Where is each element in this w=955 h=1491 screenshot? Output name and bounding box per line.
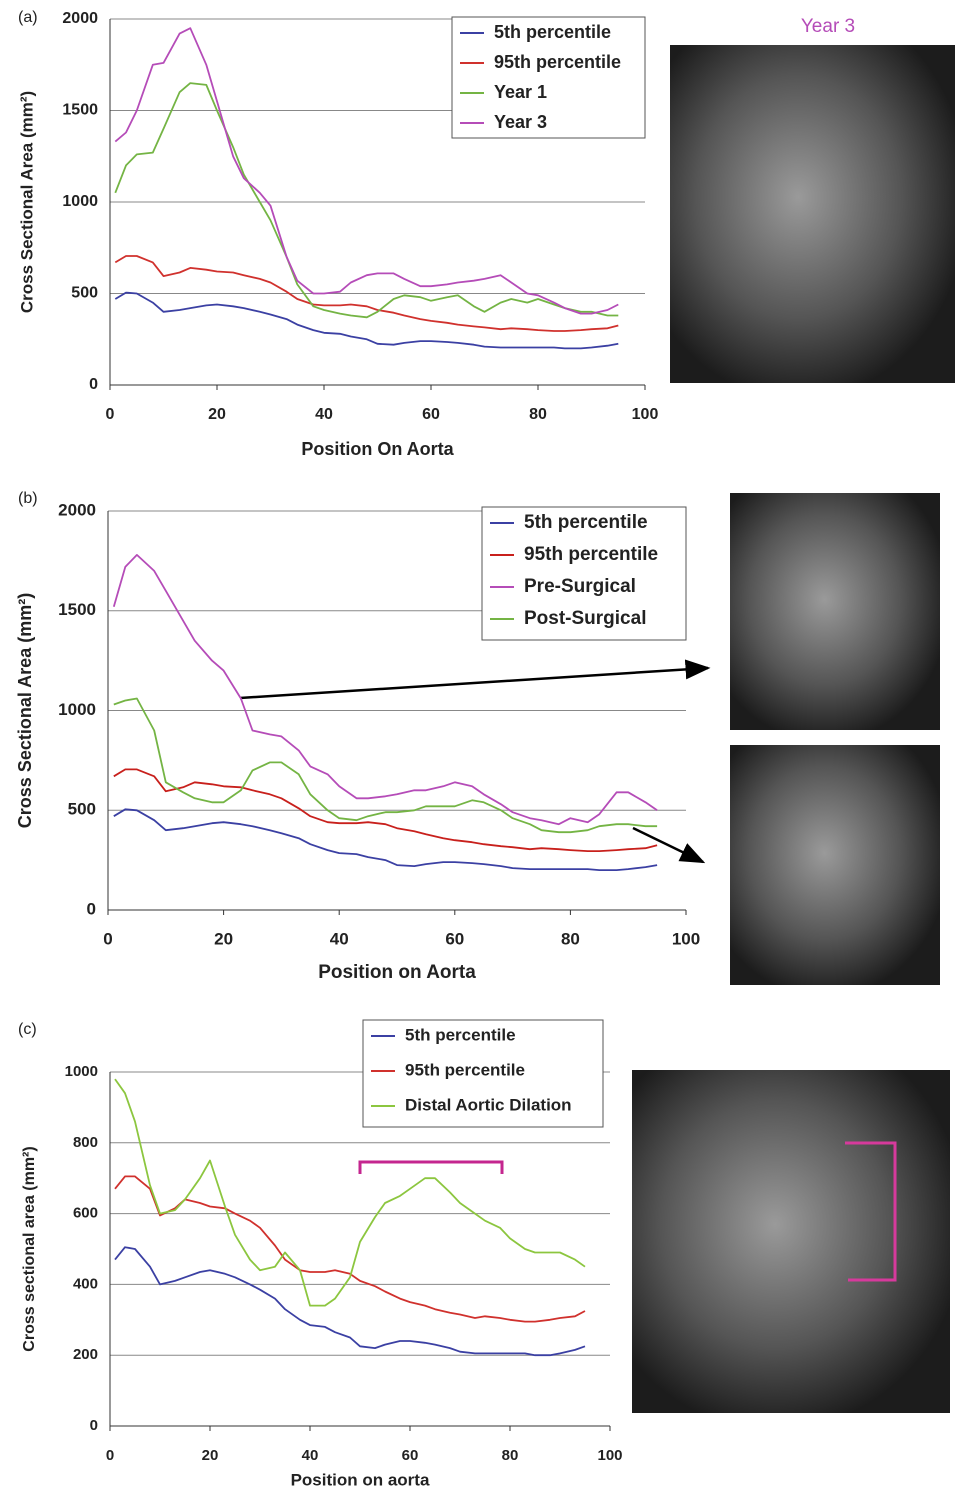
x-tick-label: 100	[597, 1447, 622, 1464]
series-line	[112, 554, 658, 826]
series-line	[114, 1175, 586, 1323]
y-tick-label: 1000	[65, 1063, 98, 1080]
x-tick-label: 60	[422, 406, 440, 423]
y-tick-label: 200	[73, 1346, 98, 1363]
legend-label: Year 3	[494, 112, 547, 132]
series-line	[114, 82, 619, 319]
series-line	[113, 808, 658, 871]
legend-label: 5th percentile	[524, 512, 648, 533]
x-tick-label: 20	[208, 406, 226, 423]
x-tick-label: 40	[315, 406, 333, 423]
y-tick-label: 0	[90, 1417, 98, 1434]
series-line	[113, 697, 658, 834]
mri-image	[632, 1070, 950, 1413]
legend-label: 5th percentile	[405, 1025, 516, 1044]
legend-box	[362, 1019, 604, 1128]
legend-label: 95th percentile	[494, 52, 621, 72]
bracket	[845, 1141, 897, 1282]
x-tick-label: 20	[202, 1447, 219, 1464]
x-tick-label: 100	[672, 929, 700, 948]
x-tick-label: 80	[529, 406, 547, 423]
arrow	[632, 826, 706, 864]
legend-label: Post-Surgical	[524, 608, 646, 629]
mri-image	[730, 745, 940, 985]
y-tick-label: 2000	[62, 10, 98, 27]
y-tick-label: 2000	[58, 500, 96, 519]
y-tick-label: 0	[89, 376, 98, 393]
series-line	[114, 255, 619, 332]
series-line	[114, 27, 619, 315]
y-axis-label: Cross Sectional Area (mm²)	[15, 593, 35, 828]
mri-image	[730, 493, 940, 730]
series-line	[114, 1246, 586, 1357]
panel-label: (b)	[18, 490, 38, 507]
legend-label: Distal Aortic Dilation	[405, 1095, 572, 1114]
panel-label: (a)	[18, 9, 38, 26]
y-axis-label: Cross Sectional Area (mm²)	[17, 91, 36, 313]
series-line	[113, 768, 658, 852]
x-tick-label: 100	[632, 406, 659, 423]
x-tick-label: 0	[106, 406, 115, 423]
x-tick-label: 20	[214, 929, 233, 948]
y-tick-label: 1500	[58, 600, 96, 619]
y-tick-label: 1500	[62, 102, 98, 119]
y-tick-label: 1000	[62, 193, 98, 210]
legend-label: Pre-Surgical	[524, 576, 636, 597]
y-tick-label: 400	[73, 1275, 98, 1292]
series-line	[114, 291, 619, 350]
y-tick-label: 600	[73, 1205, 98, 1222]
y-tick-label: 800	[73, 1134, 98, 1151]
legend-box	[451, 16, 646, 139]
series-line	[114, 1078, 586, 1307]
x-axis-label: Position on aorta	[291, 1470, 430, 1489]
panel-label: (c)	[18, 1021, 37, 1038]
legend-label: 95th percentile	[524, 544, 658, 565]
x-tick-label: 60	[402, 1447, 419, 1464]
x-tick-label: 40	[330, 929, 349, 948]
y-tick-label: 0	[87, 899, 96, 918]
legend-box	[481, 506, 687, 641]
mri-image	[670, 45, 955, 383]
x-tick-label: 80	[561, 929, 580, 948]
image-label: Year 3	[801, 16, 855, 37]
x-tick-label: 0	[103, 929, 112, 948]
x-tick-label: 60	[445, 929, 464, 948]
y-tick-label: 1000	[58, 700, 96, 719]
x-tick-label: 40	[302, 1447, 319, 1464]
arrow	[239, 659, 711, 700]
legend-label: Year 1	[494, 82, 547, 102]
x-axis-label: Position on Aorta	[318, 962, 476, 983]
y-tick-label: 500	[68, 800, 96, 819]
legend-label: 5th percentile	[494, 22, 611, 42]
bracket	[358, 1160, 504, 1174]
y-axis-label: Cross sectional area (mm²)	[21, 1146, 38, 1351]
x-tick-label: 80	[502, 1447, 519, 1464]
x-axis-label: Position On Aorta	[301, 439, 454, 459]
x-tick-label: 0	[106, 1447, 114, 1464]
y-tick-label: 500	[71, 285, 98, 302]
legend-label: 95th percentile	[405, 1060, 525, 1079]
